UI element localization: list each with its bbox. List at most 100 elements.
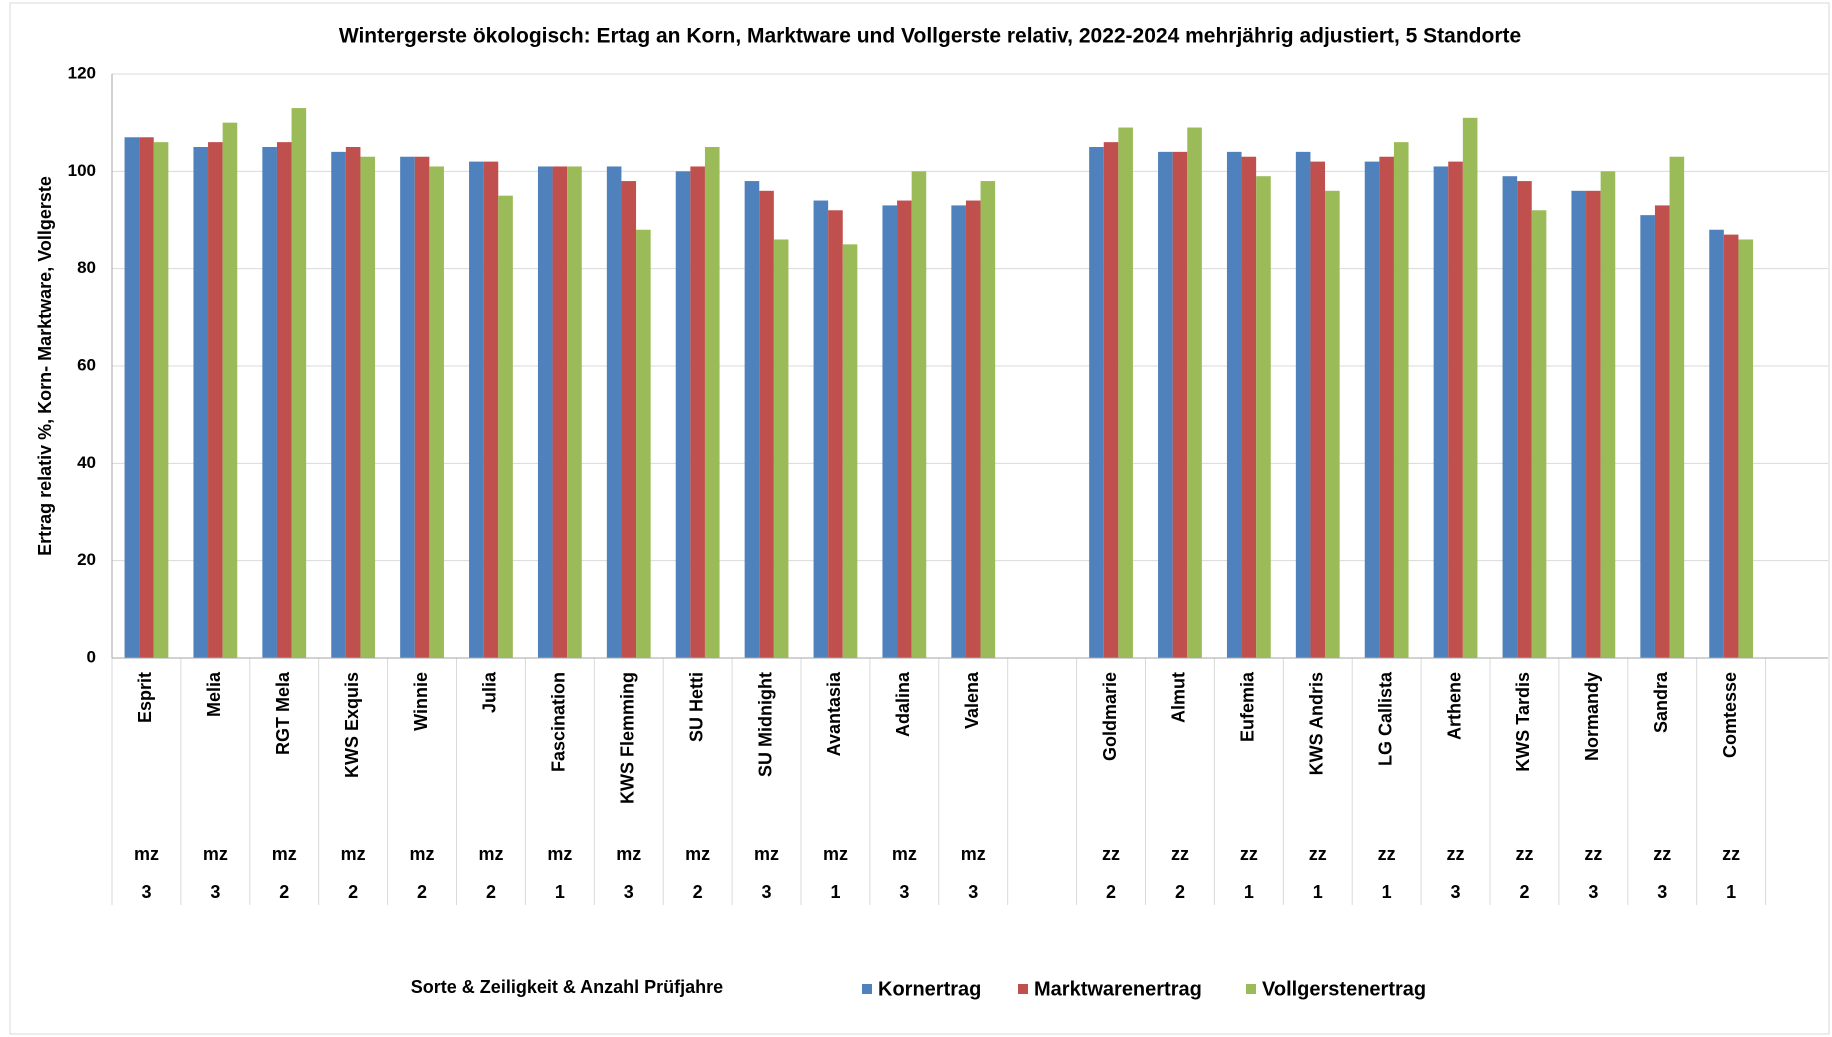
- legend-label: Kornertrag: [878, 978, 981, 1000]
- bar: [1295, 151, 1311, 658]
- bar: [675, 171, 691, 659]
- bar: [1640, 215, 1655, 658]
- bar: [1364, 161, 1380, 658]
- bar: [759, 190, 774, 659]
- zeiligkeit-label: mz: [410, 844, 435, 864]
- y-tick-label: 120: [68, 63, 96, 82]
- pruefjahre-label: 3: [1657, 882, 1667, 902]
- bar: [1433, 166, 1449, 658]
- pruefjahre-label: 3: [762, 882, 772, 902]
- pruefjahre-label: 1: [1313, 882, 1323, 902]
- x-tick-label: KWS Flemming: [618, 672, 638, 804]
- bar: [1393, 142, 1409, 659]
- bar: [1158, 151, 1173, 658]
- bar: [400, 156, 415, 658]
- bar: [773, 239, 789, 658]
- bar: [882, 205, 898, 658]
- y-tick-label: 60: [77, 355, 96, 374]
- bar: [537, 166, 553, 658]
- pruefjahre-label: 2: [1106, 882, 1116, 902]
- bar: [1118, 127, 1133, 659]
- x-axis-title: Sorte & Zeiligkeit & Anzahl Prüfjahre: [411, 977, 723, 997]
- zeiligkeit-label: zz: [1722, 844, 1740, 864]
- x-tick-label: SU Midnight: [755, 672, 775, 777]
- bar: [980, 181, 996, 659]
- bar: [1089, 147, 1104, 658]
- bar: [1226, 151, 1242, 658]
- pruefjahre-label: 3: [1588, 882, 1598, 902]
- bar: [606, 166, 622, 658]
- x-tick-label: Esprit: [135, 672, 155, 723]
- x-tick-label: Fascination: [549, 672, 569, 772]
- pruefjahre-label: 2: [348, 882, 358, 902]
- x-tick-label: Winnie: [411, 672, 431, 731]
- zeiligkeit-label: mz: [478, 844, 503, 864]
- bar: [139, 137, 154, 658]
- bar: [828, 210, 843, 658]
- zeiligkeit-label: mz: [272, 844, 297, 864]
- x-tick-label: Eufemia: [1238, 671, 1258, 742]
- legend-swatch: [862, 984, 872, 994]
- zeiligkeit-label: zz: [1378, 844, 1396, 864]
- zeiligkeit-label: zz: [1653, 844, 1671, 864]
- bar: [222, 122, 238, 658]
- zeiligkeit-label: zz: [1309, 844, 1327, 864]
- y-tick-label: 100: [68, 161, 96, 180]
- bar: [951, 205, 966, 658]
- bar: [911, 171, 927, 659]
- pruefjahre-label: 1: [1244, 882, 1254, 902]
- bar: [1723, 234, 1739, 658]
- zeiligkeit-label: mz: [203, 844, 228, 864]
- bar: [1517, 181, 1532, 659]
- bar: [291, 108, 307, 659]
- x-tick-label: Goldmarie: [1100, 672, 1120, 761]
- bar: [842, 244, 858, 659]
- bar: [1669, 156, 1685, 658]
- bar: [704, 147, 720, 658]
- pruefjahre-label: 3: [899, 882, 909, 902]
- x-tick-label: KWS Andris: [1307, 672, 1327, 775]
- bar: [153, 142, 169, 659]
- zeiligkeit-label: mz: [823, 844, 848, 864]
- bar: [744, 181, 760, 659]
- bar: [813, 200, 829, 659]
- bar: [552, 166, 568, 658]
- zeiligkeit-label: zz: [1584, 844, 1602, 864]
- x-tick-label: KWS Exquis: [342, 672, 362, 778]
- bar: [1531, 210, 1547, 658]
- bar: [483, 161, 499, 658]
- zeiligkeit-label: mz: [134, 844, 159, 864]
- bar: [1448, 161, 1463, 658]
- chart-title: Wintergerste ökologisch: Ertag an Korn, …: [339, 25, 1521, 48]
- x-tick-label: SU Hetti: [686, 672, 706, 742]
- zeiligkeit-label: zz: [1515, 844, 1533, 864]
- pruefjahre-label: 3: [968, 882, 978, 902]
- legend-label: Marktwarenertrag: [1034, 978, 1202, 1000]
- bar: [498, 195, 513, 658]
- zeiligkeit-label: zz: [1447, 844, 1465, 864]
- bar: [965, 200, 981, 659]
- bar: [1600, 171, 1616, 659]
- pruefjahre-label: 1: [555, 882, 565, 902]
- zeiligkeit-label: zz: [1102, 844, 1120, 864]
- bar: [1571, 190, 1587, 659]
- x-tick-label: Julia: [480, 671, 500, 713]
- x-tick-label: RGT Mela: [273, 671, 293, 755]
- legend-label: Vollgerstenertrag: [1262, 978, 1426, 1000]
- bar: [621, 181, 637, 659]
- bar: [360, 156, 376, 658]
- bar: [1586, 190, 1601, 659]
- bar: [1502, 176, 1518, 658]
- legend-swatch: [1018, 984, 1028, 994]
- y-tick-label: 20: [77, 550, 96, 569]
- pruefjahre-label: 1: [1382, 882, 1392, 902]
- bar: [1379, 156, 1394, 658]
- x-tick-label: Normandy: [1582, 672, 1602, 761]
- pruefjahre-label: 3: [1451, 882, 1461, 902]
- bar: [1462, 117, 1478, 659]
- bar: [1103, 142, 1119, 659]
- bar: [1654, 205, 1670, 658]
- x-tick-label: KWS Tardis: [1513, 672, 1533, 772]
- bar: [276, 142, 292, 659]
